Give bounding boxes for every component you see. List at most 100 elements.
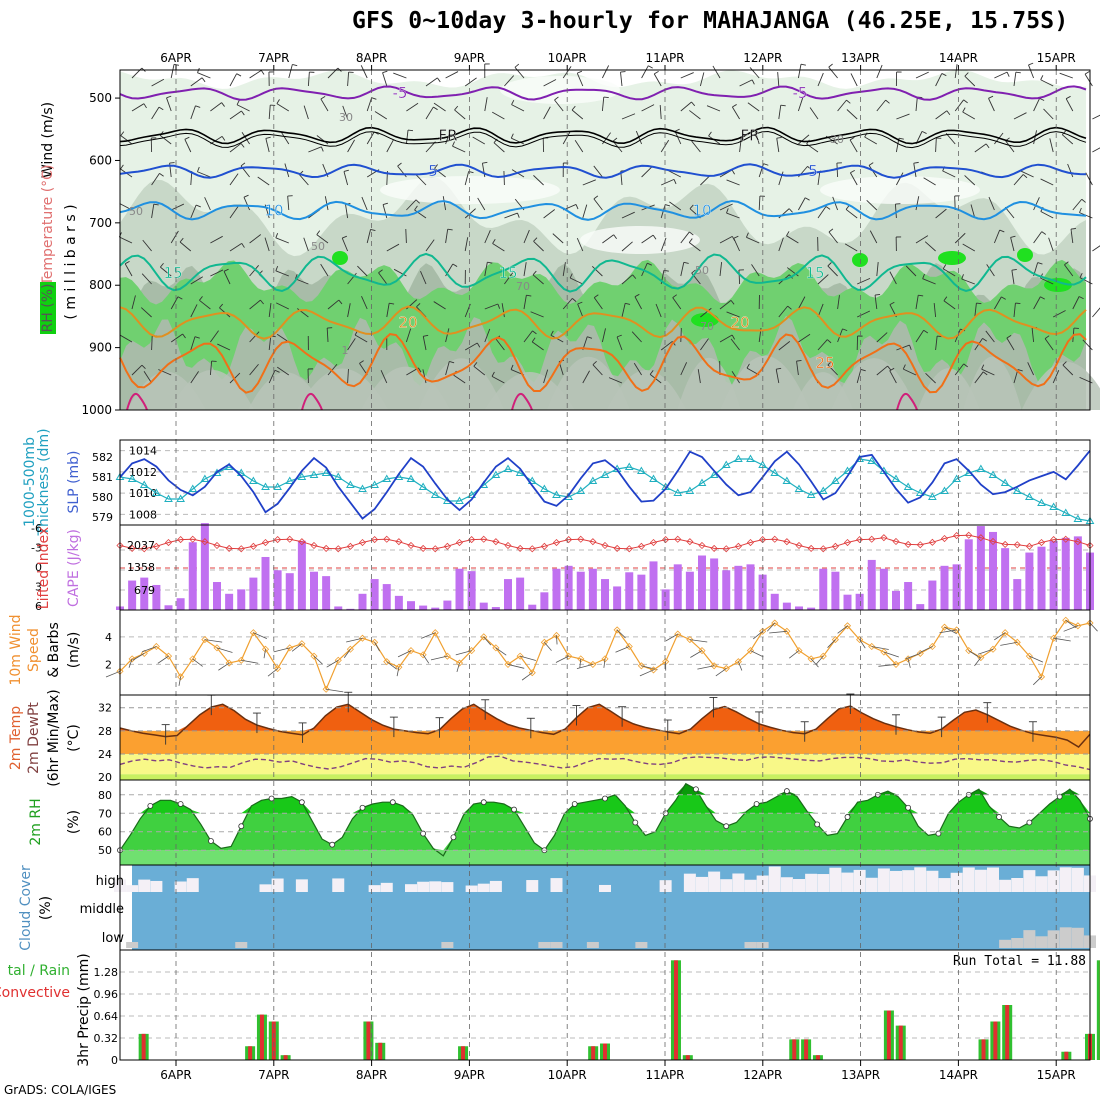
isotherm-label: 15 (805, 264, 824, 282)
wind-speed-point (1025, 652, 1033, 660)
wind-barb (922, 278, 936, 285)
lifted-index-point (880, 534, 888, 542)
wind-barb-10m (141, 646, 157, 653)
wind-barb (942, 268, 956, 277)
rh-patch-90 (1017, 248, 1033, 262)
wind-barb (543, 106, 551, 120)
wind-barb-flag (850, 169, 855, 174)
cape-bar (698, 555, 706, 610)
wind-speed-point (795, 647, 803, 655)
wind-barb (295, 278, 309, 285)
wind-barb-flag (517, 212, 520, 218)
wind-barb-flag (241, 110, 245, 116)
wind-barb-flag (240, 143, 245, 148)
wind-speed-point (189, 655, 197, 663)
wind-barb (433, 301, 446, 310)
wind-barb-flag (577, 70, 583, 74)
wind-barb-flag (532, 330, 537, 335)
rh-contour-label: 1 (342, 344, 349, 357)
isotherm-label: 20 (398, 314, 417, 332)
cape-bar (310, 571, 318, 610)
cloud-low-bar (235, 942, 248, 948)
wind-barb-10m (689, 639, 708, 643)
wind-barb-flag (689, 231, 694, 236)
wind-barb-flag (531, 337, 536, 343)
wind-barb (1040, 211, 1054, 219)
cape-bar (588, 568, 597, 610)
wind-barb-10m (576, 664, 593, 669)
lifted-index-point (625, 545, 633, 553)
wind-barb (836, 162, 839, 178)
wind-barb (366, 97, 373, 112)
wind-barb (661, 178, 675, 186)
lifted-index-point (649, 538, 658, 547)
rh-magenta-contour (301, 392, 323, 411)
wind-barb (849, 172, 858, 186)
wind-barb (943, 300, 956, 310)
rh-point (329, 841, 336, 848)
wind-barb-flag (1015, 302, 1021, 305)
wind-barb-flag (1062, 361, 1067, 366)
lifted-index-point (152, 542, 160, 550)
cape-bar (710, 558, 719, 610)
wind-barb-flag (195, 204, 201, 208)
wind-barb (562, 131, 571, 145)
wind-barb-flag (909, 344, 912, 350)
wind-barb-flag (482, 161, 488, 164)
wind-barb (672, 297, 682, 310)
lifted-index-point (334, 545, 342, 553)
thickness-point (212, 468, 222, 476)
wind-barb (777, 72, 780, 87)
wind-barb (236, 104, 250, 112)
wind-barb (268, 303, 272, 318)
wind-barb (492, 243, 505, 252)
wind-barb-flag (533, 237, 538, 242)
wind-barb-10m (253, 632, 268, 640)
wind-barb (249, 69, 262, 79)
wind-barb (514, 66, 525, 79)
cape-tick-label: 1358 (127, 561, 155, 574)
wind-barb (621, 274, 633, 285)
wind-barb (347, 368, 349, 384)
thickness-point (309, 470, 319, 478)
wind-barb-flag (648, 65, 653, 69)
temp-fill-high (120, 704, 1090, 731)
lifted-index-point (201, 538, 209, 546)
lifted-index-point (868, 535, 876, 543)
wind-barb-flag (158, 106, 164, 111)
wind-barb (817, 339, 828, 351)
wind-barb (347, 338, 356, 351)
thickness-point (600, 470, 610, 478)
wind-barb (316, 234, 329, 244)
wind-barb-flag (1079, 272, 1083, 278)
cloud-high-bar (914, 867, 927, 892)
wind-barb-flag (370, 228, 376, 232)
isotherm-label: 25 (815, 354, 834, 372)
wind-barb (1092, 147, 1100, 153)
cape-bar (152, 584, 161, 610)
wind-barb (758, 195, 761, 211)
run-total-label: Run Total = 11.88 (953, 954, 1086, 969)
cape-bar (540, 592, 549, 610)
wind-barb-10m (291, 643, 303, 652)
lifted-index-point (249, 542, 257, 550)
wind-barb (747, 102, 760, 112)
wind-barb-10m (968, 650, 981, 659)
wind-barb (942, 170, 956, 178)
wind-barb-flag (434, 164, 438, 169)
cloud-low-bar (1047, 930, 1060, 948)
wind-barb (554, 99, 564, 112)
wind-barb-flag (275, 232, 279, 238)
isotherm-FR-second (119, 130, 1087, 149)
cloud-high-bar (938, 878, 951, 892)
wind-barb (925, 372, 936, 384)
thickness-point (891, 474, 901, 482)
thickness-tick-label: 581 (92, 471, 113, 484)
cloud-low-bar (999, 939, 1012, 948)
wind-barb-flag (473, 362, 478, 367)
lifted-index-point (686, 538, 694, 546)
rh-point (480, 799, 487, 806)
top-date-label: 6APR (160, 51, 191, 65)
wind-barb (680, 101, 692, 112)
wind-barb (491, 375, 505, 384)
